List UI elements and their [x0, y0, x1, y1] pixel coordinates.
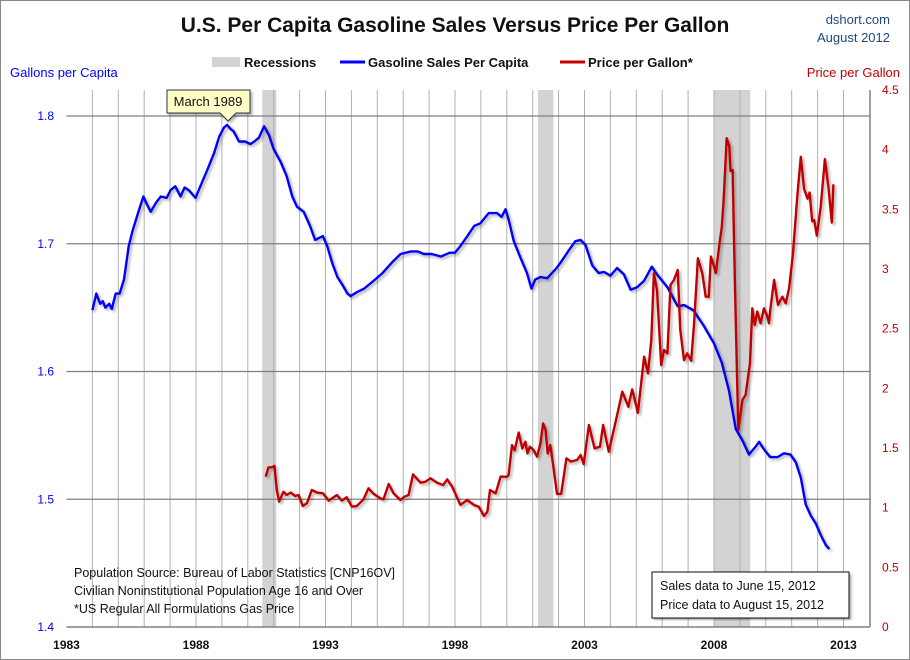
recession-band	[262, 90, 277, 627]
y-axis-right-label: Price per Gallon	[807, 65, 900, 80]
y-right-tick-label: 0.5	[882, 560, 899, 574]
y-right-tick-label: 0	[882, 620, 889, 634]
x-tick-label: 2008	[701, 638, 728, 652]
sales-line	[91, 123, 831, 550]
y-left-tick-label: 1.7	[37, 237, 54, 251]
peak-callout	[166, 89, 251, 122]
peak-callout-text: March 1989	[174, 94, 243, 109]
y-right-tick-label: 4.5	[882, 83, 899, 97]
x-tick-label: 1998	[442, 638, 469, 652]
data-note-price: Price data to August 15, 2012	[660, 598, 824, 612]
y-right-tick-label: 3.5	[882, 202, 899, 216]
source-label: dshort.com	[826, 12, 890, 27]
recession-band	[537, 90, 554, 627]
x-tick-label: 2003	[571, 638, 598, 652]
y-axis-left-label: Gallons per Capita	[10, 65, 118, 80]
x-tick-label: 1983	[53, 638, 80, 652]
y-right-tick-label: 1	[882, 501, 889, 515]
price-line	[264, 137, 835, 518]
x-tick-label: 2013	[830, 638, 857, 652]
y-right-tick-label: 3	[882, 262, 889, 276]
y-right-tick-label: 2.5	[882, 322, 899, 336]
y-right-tick-label: 2	[882, 381, 889, 395]
y-left-tick-label: 1.6	[37, 365, 54, 379]
x-tick-label: 1988	[183, 638, 210, 652]
data-note-sales: Sales data to June 15, 2012	[660, 579, 816, 593]
note-line: Civilian Noninstitutional Population Age…	[74, 584, 363, 598]
legend: Recessions Gasoline Sales Per Capita Pri…	[212, 55, 694, 70]
note-line: *US Regular All Formulations Gas Price	[74, 602, 294, 616]
y-right-tick-label: 1.5	[882, 441, 899, 455]
x-tick-label: 1993	[312, 638, 339, 652]
source-notes: Population Source: Bureau of Labor Stati…	[74, 566, 395, 616]
legend-label-sales: Gasoline Sales Per Capita	[368, 55, 529, 70]
y-left-tick-label: 1.5	[37, 492, 54, 506]
y-left-tick-label: 1.4	[37, 620, 54, 634]
y-left-tick-label: 1.8	[37, 109, 54, 123]
legend-swatch-recessions	[212, 57, 240, 67]
data-notes-box: Sales data to June 15, 2012 Price data t…	[651, 571, 850, 619]
chart-title: U.S. Per Capita Gasoline Sales Versus Pr…	[181, 14, 730, 37]
legend-label-recessions: Recessions	[244, 55, 316, 70]
date-label: August 2012	[817, 30, 890, 45]
legend-label-price: Price per Gallon*	[588, 55, 694, 70]
note-line: Population Source: Bureau of Labor Stati…	[74, 566, 395, 580]
y-right-tick-label: 4	[882, 143, 889, 157]
